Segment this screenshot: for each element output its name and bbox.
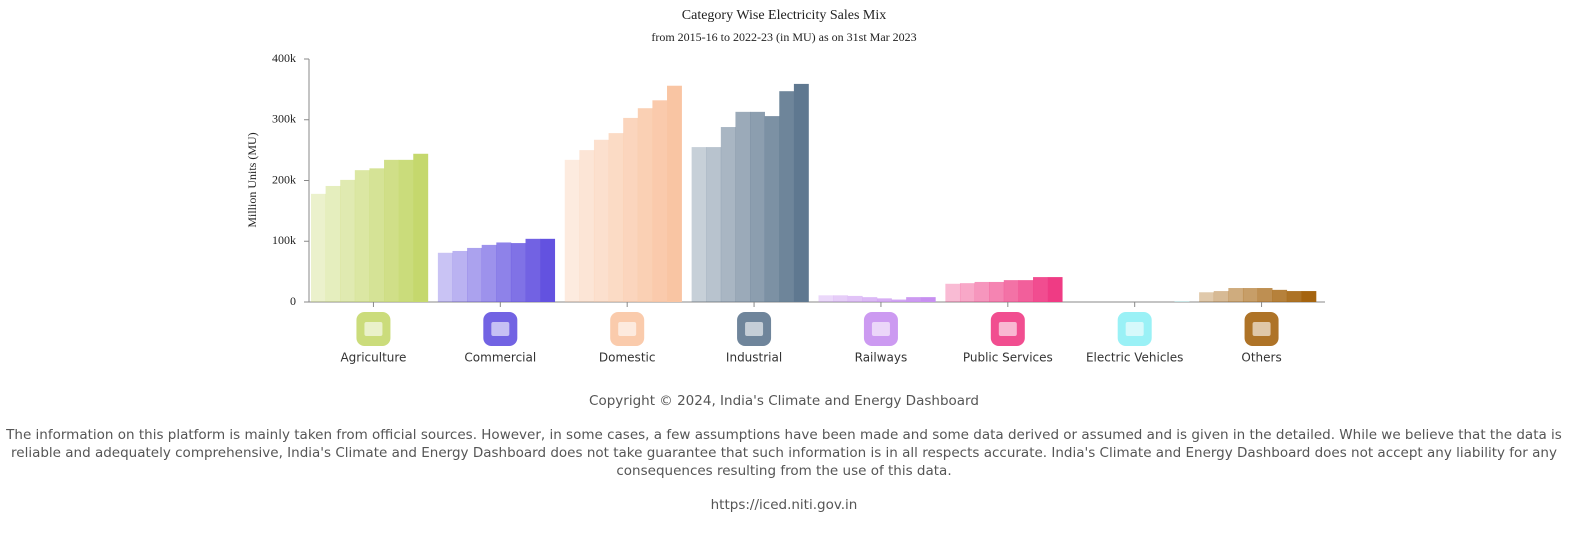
footer: Copyright © 2024, India's Climate and En…: [0, 392, 1568, 530]
bar: [735, 111, 751, 302]
bar: [1018, 280, 1034, 302]
bar: [510, 243, 526, 302]
category-icon-detail: [618, 322, 637, 336]
bar: [945, 283, 961, 302]
bar: [1003, 280, 1019, 302]
bar: [959, 283, 975, 302]
bar: [369, 168, 385, 302]
bar: [1272, 289, 1288, 302]
x-tick-label: Railways: [855, 351, 908, 365]
bar: [1301, 291, 1317, 302]
bar: [452, 250, 468, 302]
bar: [652, 100, 668, 302]
x-tick-label: Electric Vehicles: [1086, 351, 1183, 365]
bar: [496, 242, 512, 302]
y-tick-label: 0: [290, 294, 296, 308]
disclaimer: The information on this platform is main…: [6, 427, 1562, 479]
bar: [311, 193, 326, 302]
copyright: Copyright © 2024, India's Climate and En…: [589, 393, 979, 409]
chart: Category Wise Electricity Sales Mix from…: [245, 8, 1325, 365]
bar: [608, 133, 624, 302]
x-tick-label: Agriculture: [340, 351, 406, 365]
y-axis-label: Million Units (MU): [245, 132, 259, 227]
bar: [1033, 277, 1048, 302]
y-tick-label: 300k: [272, 112, 296, 126]
bar: [847, 295, 863, 302]
bar: [779, 91, 795, 302]
y-tick-label: 400k: [272, 51, 296, 65]
bar: [833, 295, 849, 302]
x-tick-label: Industrial: [726, 351, 782, 365]
x-tick-label: Public Services: [963, 351, 1053, 365]
bar: [1257, 288, 1273, 302]
bar: [564, 159, 580, 302]
bar: [398, 159, 414, 302]
bar: [706, 147, 722, 302]
bar: [1199, 292, 1215, 302]
bar: [818, 295, 834, 302]
bar: [1228, 288, 1244, 302]
bar: [340, 179, 356, 302]
bar: [623, 117, 639, 303]
bar: [1286, 291, 1302, 302]
x-tick-label: Commercial: [464, 351, 536, 365]
bar: [906, 297, 922, 302]
y-tick-label: 200k: [272, 172, 296, 186]
category-icon-detail: [491, 322, 510, 336]
bar: [354, 170, 370, 302]
category-icon-detail: [1125, 322, 1144, 336]
category-icon-detail: [364, 322, 383, 336]
bar: [720, 127, 736, 302]
category-icon-detail: [1252, 322, 1271, 336]
bar: [525, 238, 541, 302]
bar: [750, 111, 765, 302]
x-tick-label: Domestic: [599, 351, 656, 365]
url: https://iced.niti.gov.in: [710, 497, 858, 513]
category-icon-detail: [998, 322, 1017, 336]
bar: [325, 185, 341, 302]
bar: [1242, 288, 1258, 302]
bar: [467, 247, 483, 302]
bar: [920, 297, 936, 302]
x-tick-label: Others: [1241, 351, 1281, 365]
chart-subtitle: from 2015-16 to 2022-23 (in MU) as on 31…: [651, 30, 916, 44]
bar: [413, 153, 429, 302]
bar: [384, 159, 399, 302]
bar: [891, 299, 907, 302]
chart-title: Category Wise Electricity Sales Mix: [682, 8, 886, 23]
bar: [1213, 291, 1229, 302]
category-icon-detail: [745, 322, 764, 336]
y-tick-label: 100k: [272, 233, 296, 247]
bar: [876, 298, 892, 302]
bar: [593, 139, 609, 302]
bar: [540, 238, 556, 302]
bar: [691, 147, 707, 302]
bar: [437, 252, 453, 302]
bar: [667, 85, 682, 302]
bar: [637, 108, 653, 303]
category-icon-detail: [871, 322, 890, 336]
bar: [579, 150, 595, 302]
bar: [989, 281, 1005, 302]
bar: [862, 297, 878, 302]
bar: [764, 116, 780, 302]
bar: [481, 244, 497, 302]
bar: [1047, 277, 1063, 302]
bar: [793, 83, 809, 302]
bar: [974, 281, 990, 302]
